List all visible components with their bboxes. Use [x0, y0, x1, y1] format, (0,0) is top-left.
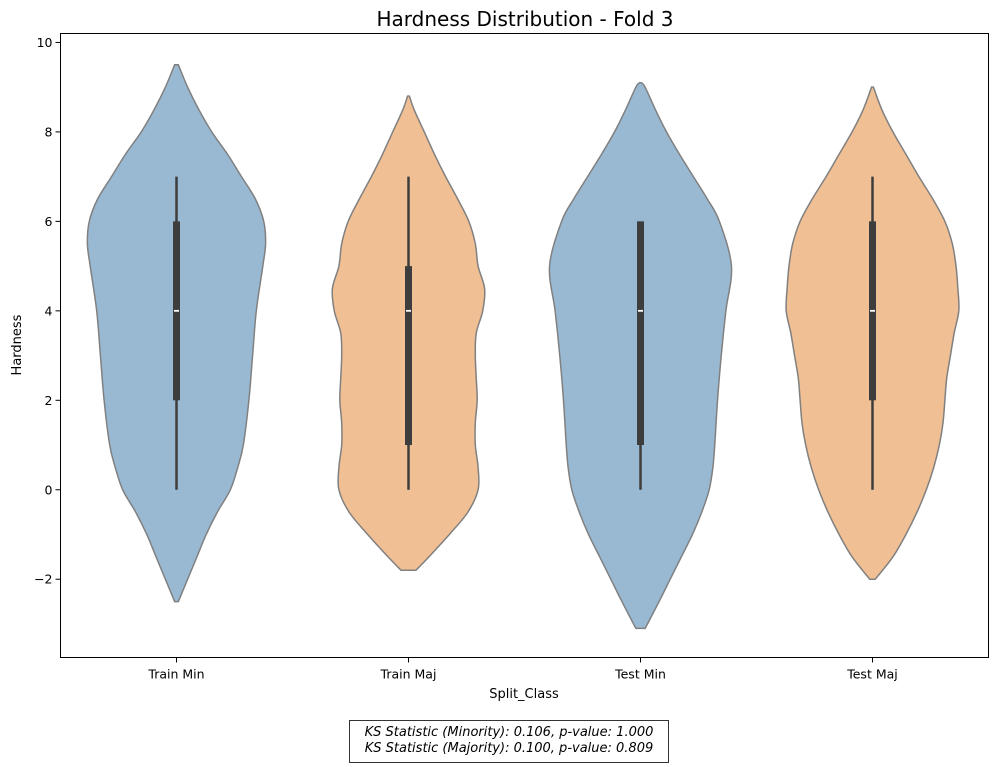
chart-title: Hardness Distribution - Fold 3: [376, 7, 673, 31]
violin-test-min: [548, 81, 733, 630]
y-tick-label: 2: [45, 393, 53, 408]
violin-test-maj: [785, 86, 960, 580]
x-axis: Train Min Train Maj Test Min Test Maj: [147, 657, 898, 682]
x-tick-label: Train Min: [147, 667, 204, 682]
iqr-box: [637, 221, 644, 446]
iqr-box: [405, 266, 412, 446]
violin-train-min: [86, 64, 267, 603]
ks-majority-line: KS Statistic (Majority): 0.100, p-value:…: [364, 741, 654, 756]
x-axis-label: Split_Class: [489, 687, 559, 702]
ks-minority-line: KS Statistic (Minority): 0.106, p-value:…: [364, 725, 654, 740]
y-tick-label: 4: [45, 303, 53, 318]
y-tick-label: 8: [45, 124, 53, 139]
ks-statistics-box: KS Statistic (Minority): 0.106, p-value:…: [349, 720, 669, 763]
y-tick-label: 0: [45, 482, 53, 497]
y-tick-label: −2: [34, 572, 52, 587]
y-tick-label: 10: [37, 35, 53, 50]
violin-train-maj: [331, 95, 486, 572]
x-tick-label: Test Maj: [846, 667, 898, 682]
plot-area: [86, 64, 960, 630]
x-tick-label: Train Maj: [380, 667, 437, 682]
y-axis: −2 0 2 4 6 8 10: [34, 35, 61, 587]
x-tick-label: Test Min: [614, 667, 666, 682]
y-axis-label: Hardness: [10, 314, 25, 375]
plot-frame: [60, 33, 989, 658]
y-tick-label: 6: [45, 214, 53, 229]
